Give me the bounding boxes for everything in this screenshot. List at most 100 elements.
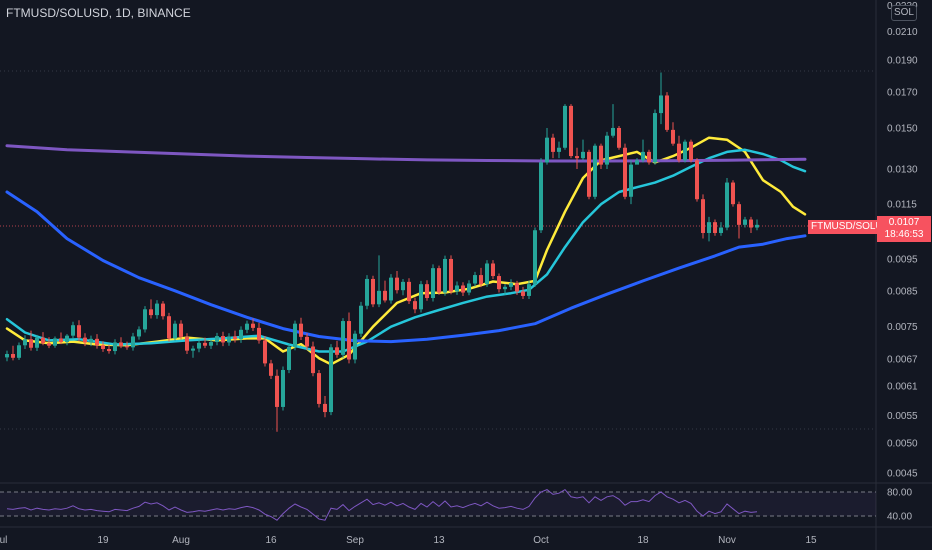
candle-up — [143, 306, 147, 333]
candle-down — [179, 320, 183, 340]
candle-down — [491, 260, 495, 279]
candle-body — [461, 285, 465, 293]
candle-up — [527, 280, 531, 300]
candle-up — [173, 320, 177, 341]
candle-body — [23, 339, 27, 346]
candle-body — [611, 127, 615, 136]
candle-down — [299, 317, 303, 341]
candle-body — [233, 336, 237, 340]
candle-up — [635, 158, 639, 165]
candle-body — [209, 342, 213, 346]
candle-body — [563, 105, 567, 148]
candle-body — [185, 336, 189, 351]
candle-up — [629, 160, 633, 205]
time-tick-label: 16 — [265, 535, 277, 546]
candle-up — [113, 339, 117, 355]
candle-up — [359, 301, 363, 337]
candle-body — [293, 323, 297, 347]
candle-body — [443, 258, 447, 293]
price-tick-label: 0.0075 — [887, 322, 918, 333]
candle-up — [215, 332, 219, 346]
candle-body — [605, 135, 609, 165]
candle-body — [149, 309, 153, 316]
candle-body — [545, 137, 549, 163]
candle-up — [71, 321, 75, 339]
candle-up — [611, 104, 615, 138]
candle-body — [659, 95, 663, 114]
candle-down — [41, 332, 45, 346]
candle-body — [587, 151, 591, 197]
candle-body — [197, 342, 201, 349]
candle-down — [689, 139, 693, 163]
candle-up — [755, 219, 759, 231]
candle-down — [305, 333, 309, 350]
candle-body — [743, 219, 747, 225]
candle-body — [341, 321, 345, 355]
candle-body — [557, 147, 561, 152]
candle-down — [167, 312, 171, 342]
candle-down — [569, 104, 573, 159]
candle-down — [269, 359, 273, 380]
candle-body — [533, 230, 537, 285]
candle-up — [155, 300, 159, 319]
candle-up — [137, 326, 141, 340]
candle-body — [509, 283, 513, 287]
candle-body — [137, 329, 141, 337]
candle-up — [725, 177, 729, 231]
candle-body — [281, 369, 285, 407]
candle-body — [725, 182, 729, 228]
candle-down — [347, 312, 351, 364]
candle-body — [467, 283, 471, 293]
candle-body — [647, 151, 651, 163]
rsi-pane — [0, 488, 876, 521]
candle-up — [581, 139, 585, 161]
candle-body — [317, 373, 321, 404]
time-tick-label: 19 — [97, 535, 109, 546]
candle-body — [143, 309, 147, 330]
candle-down — [101, 341, 105, 352]
candle-up — [293, 320, 297, 351]
candle-up — [593, 143, 597, 200]
candle-body — [221, 336, 225, 343]
candle-down — [407, 278, 411, 304]
time-axis[interactable]: Jul 19 Aug 16 Sep 13 Oct 18 Nov 15 — [0, 535, 817, 546]
candle-down — [149, 299, 153, 319]
candle-down — [317, 369, 321, 408]
candle-body — [521, 291, 525, 296]
candle-body — [551, 137, 555, 152]
time-tick-label: 15 — [805, 535, 817, 546]
candle-up — [539, 158, 543, 233]
price-tick-label: 0.0115 — [887, 200, 917, 211]
price-tick-label: 0.0190 — [887, 56, 918, 67]
candle-down — [713, 219, 717, 236]
candle-body — [431, 268, 435, 299]
price-axis[interactable]: 0.02300.02100.01900.01700.01500.01300.01… — [887, 1, 918, 523]
candle-up — [473, 271, 477, 287]
candle-up — [557, 141, 561, 159]
candle-body — [749, 219, 753, 228]
candle-body — [623, 147, 627, 197]
candle-body — [389, 277, 393, 301]
candle-body — [251, 323, 255, 328]
candle-up — [683, 139, 687, 163]
candle-up — [641, 139, 645, 163]
currency-button[interactable]: SOL — [891, 5, 917, 21]
candle-up — [65, 334, 69, 346]
candle-body — [5, 353, 9, 358]
candle-body — [77, 325, 81, 338]
candle-down — [701, 194, 705, 239]
last-price-tag: 0.0107 18:46:53 — [877, 216, 931, 242]
candle-body — [593, 145, 597, 197]
candle-up — [389, 274, 393, 304]
candles — [5, 72, 759, 432]
candle-body — [377, 290, 381, 305]
moving-averages — [5, 136, 807, 366]
candle-up — [227, 333, 231, 346]
candle-body — [239, 329, 243, 340]
candle-up — [23, 335, 27, 349]
candle-body — [119, 342, 123, 347]
candle-down — [257, 322, 261, 344]
candle-body — [683, 141, 687, 161]
time-tick-label: 13 — [433, 535, 445, 546]
